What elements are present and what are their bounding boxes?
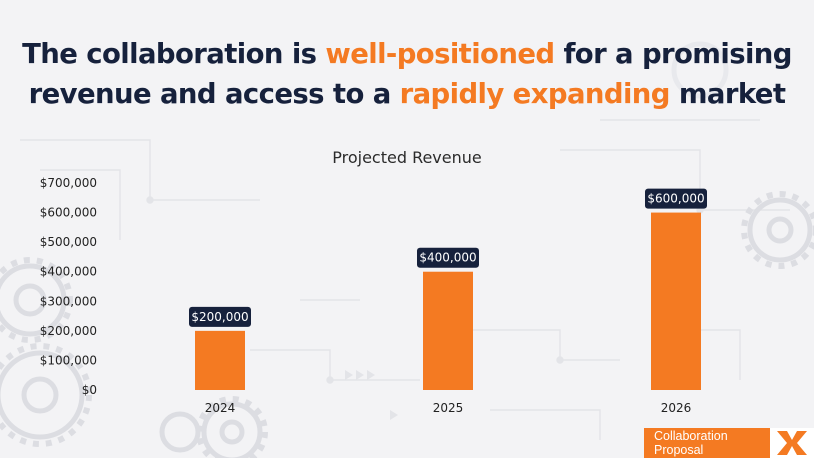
y-tick-label: $400,000: [40, 265, 97, 279]
data-label: $400,000: [419, 251, 476, 265]
bar: [195, 330, 245, 390]
y-tick-label: $300,000: [40, 294, 97, 308]
bar: [651, 212, 701, 390]
footer-label: Collaboration Proposal: [654, 429, 728, 457]
bar: [423, 271, 473, 390]
x-tick-label: 2025: [433, 401, 464, 415]
y-tick-label: $700,000: [40, 176, 97, 190]
data-label-badge: [645, 188, 707, 209]
y-tick-label: $200,000: [40, 324, 97, 338]
footer-badge: Collaboration Proposal: [644, 428, 814, 458]
headline-part-2: for a promising revenue and access to a: [28, 38, 793, 110]
headline: The collaboration is well-positioned for…: [0, 34, 814, 114]
data-label-badge: [189, 306, 251, 327]
brand-x-logo-icon: [770, 428, 814, 458]
y-tick-label: $0: [82, 383, 97, 397]
y-tick-label: $500,000: [40, 235, 97, 249]
x-tick-label: 2026: [661, 401, 692, 415]
data-label-badge: [417, 247, 479, 268]
headline-part-3: market: [669, 78, 786, 110]
headline-highlight-2: rapidly expanding: [399, 78, 671, 110]
data-label: $600,000: [647, 192, 704, 206]
x-tick-label: 2024: [205, 401, 236, 415]
data-label: $200,000: [191, 310, 248, 324]
headline-part-1: The collaboration is: [22, 38, 326, 70]
y-tick-label: $100,000: [40, 353, 97, 367]
y-tick-label: $600,000: [40, 206, 97, 220]
headline-highlight-1: well-positioned: [325, 38, 555, 70]
chart-title: Projected Revenue: [332, 148, 482, 167]
